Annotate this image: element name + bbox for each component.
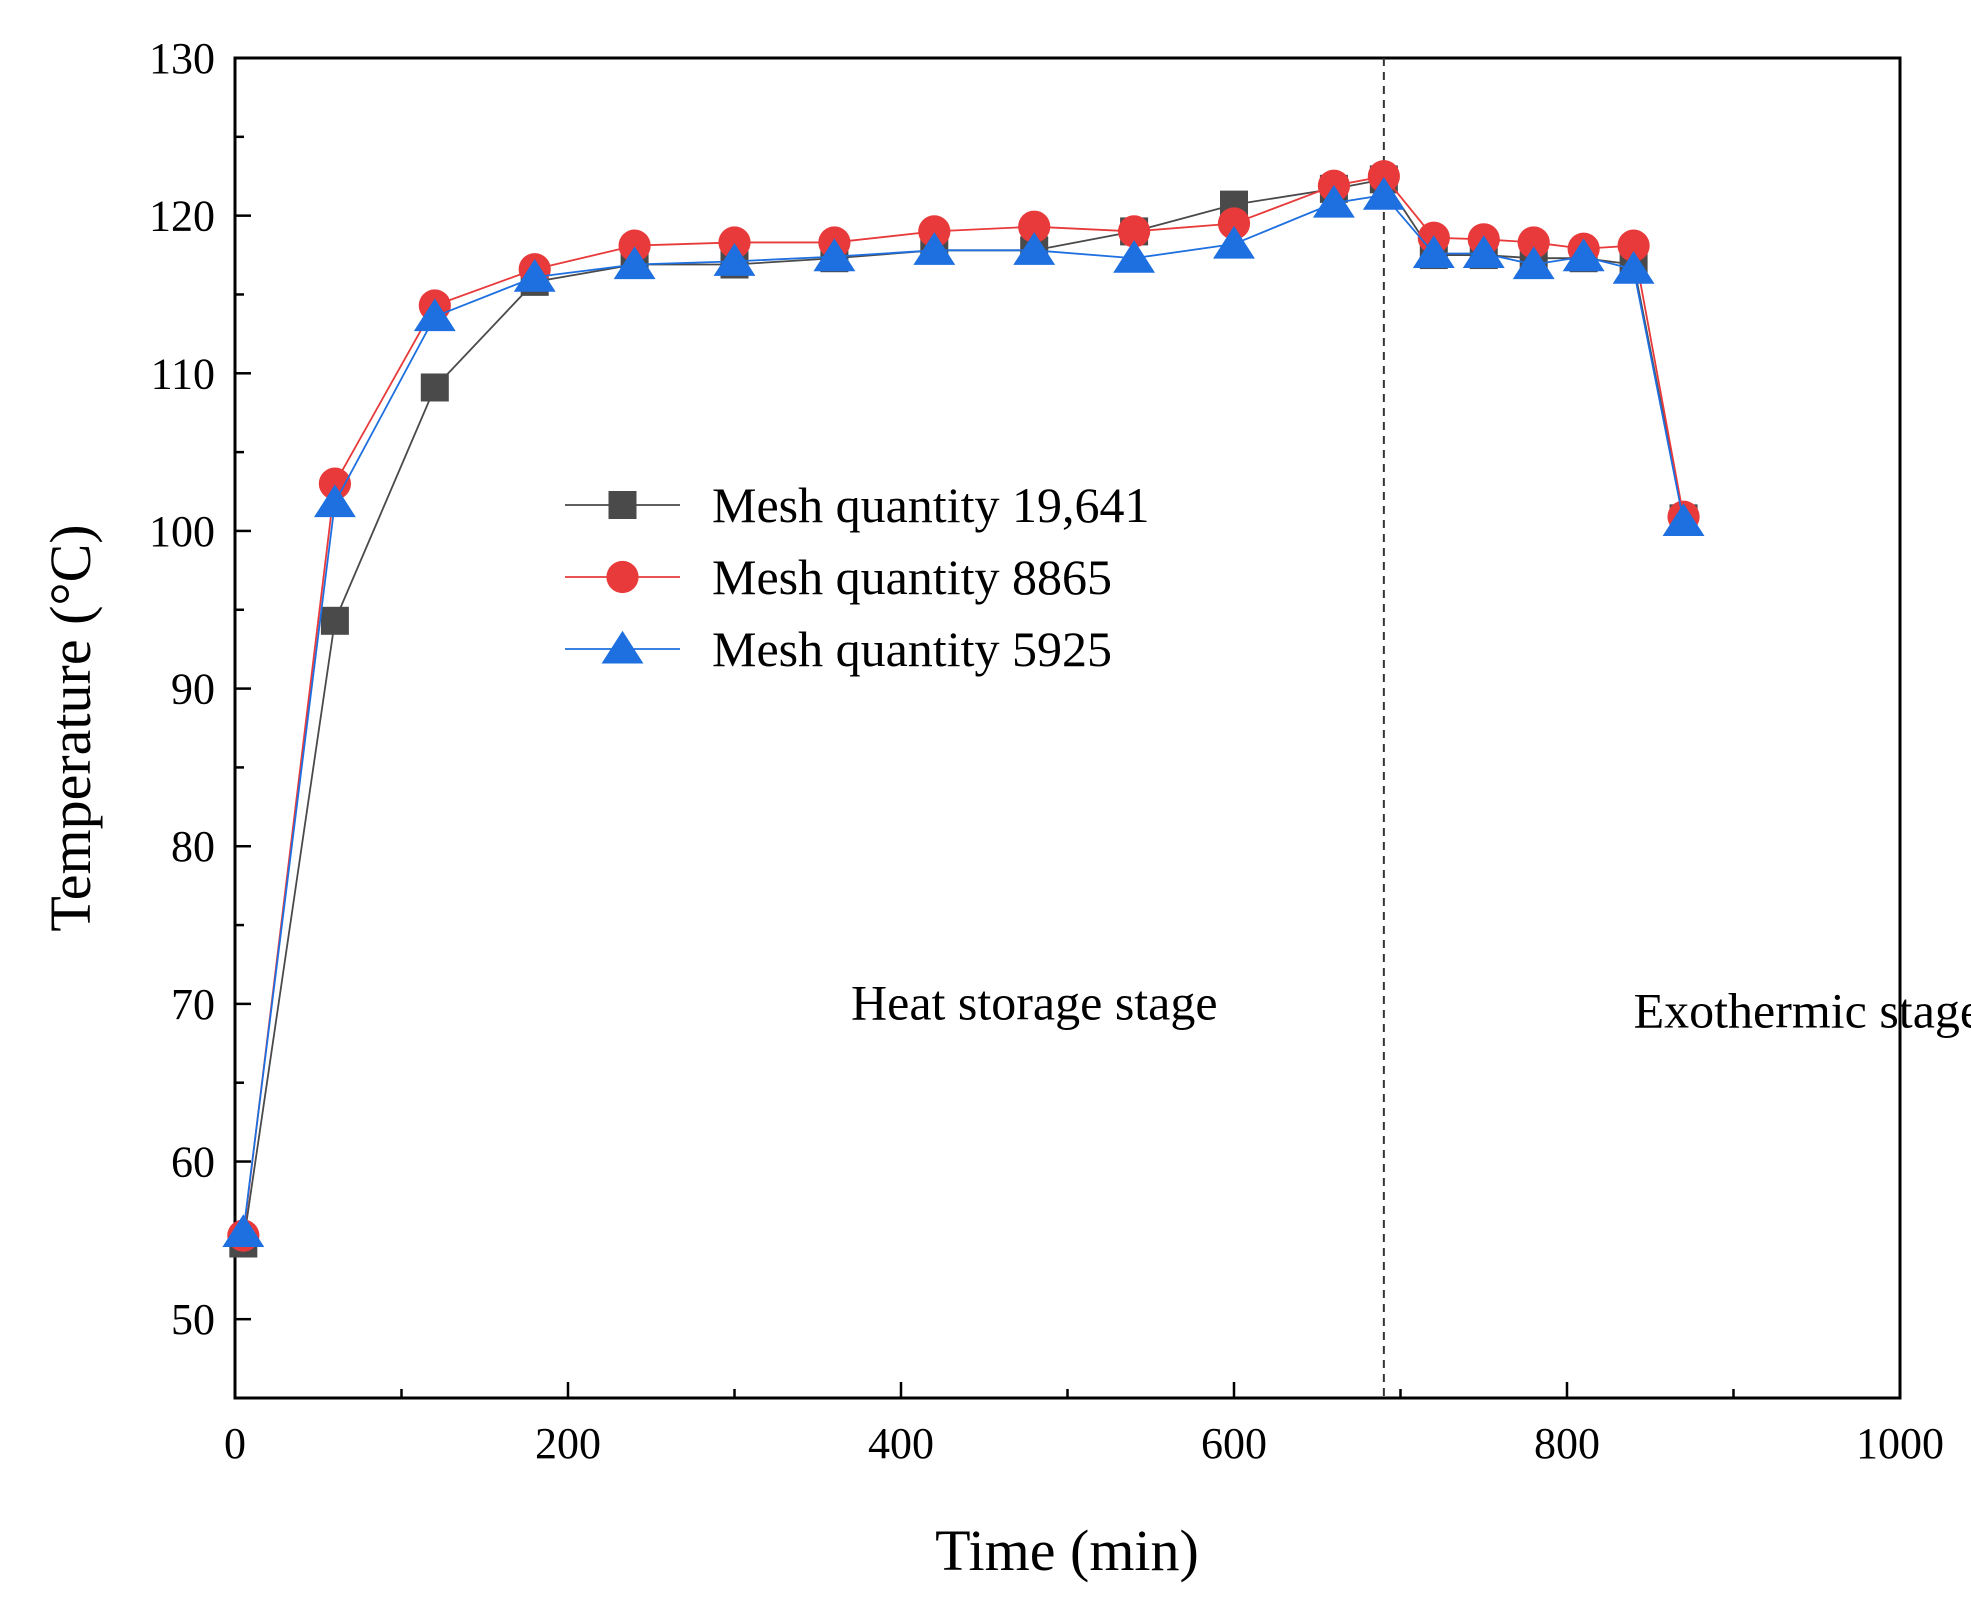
y-axis-title: Temperature (°C) [38, 524, 103, 931]
y-axis: 50 60 70 80 90 100 110 120 130 [149, 34, 251, 1344]
data-point-square [608, 491, 637, 519]
legend-label: Mesh quantity 5925 [712, 621, 1112, 677]
x-tick-label: 400 [868, 1419, 934, 1468]
data-point-circle [718, 226, 751, 259]
annotation-exothermic-stage: Exothermic stage [1634, 983, 1971, 1039]
data-point-triangle [1412, 235, 1455, 269]
x-tick-label: 800 [1534, 1419, 1600, 1468]
data-point-circle [1118, 215, 1151, 248]
data-point-triangle [1213, 225, 1255, 259]
data-point-triangle [1662, 503, 1705, 537]
legend: Mesh quantity 19,641 Mesh quantity 8865 Me… [565, 477, 1149, 677]
data-point-circle [606, 560, 639, 594]
plot-frame [233, 56, 1902, 1400]
y-tick-label: 90 [171, 665, 215, 714]
y-tick-label: 70 [171, 980, 215, 1029]
data-point-square [320, 606, 349, 635]
data-point-circle [918, 215, 951, 248]
y-tick-label: 80 [171, 822, 215, 871]
series-line [242, 178, 1685, 1244]
annotation-heat-storage-stage: Heat storage stage [851, 975, 1218, 1031]
data-point-triangle [1462, 235, 1505, 269]
data-point-circle [318, 467, 351, 500]
data-point-circle [1517, 226, 1550, 259]
x-tick-label: 200 [535, 1419, 601, 1468]
data-point-triangle [1312, 184, 1355, 218]
x-axis-title: Time (min) [935, 1518, 1199, 1583]
y-tick-label: 130 [149, 34, 215, 83]
x-tick-label: 0 [224, 1419, 246, 1468]
data-point-circle [618, 229, 651, 262]
data-point-triangle [1013, 232, 1056, 265]
data-point-triangle [1562, 238, 1605, 272]
data-point-triangle [413, 298, 456, 332]
y-tick-label: 60 [171, 1138, 215, 1187]
y-tick-label: 120 [149, 192, 215, 241]
x-tick-label: 600 [1201, 1419, 1267, 1468]
data-point-circle [1367, 160, 1400, 193]
y-tick-label: 110 [151, 349, 215, 398]
data-point-triangle [1612, 251, 1655, 284]
series [222, 176, 1705, 1248]
data-point-triangle [813, 238, 856, 272]
y-tick-label: 100 [149, 507, 215, 556]
data-point-triangle [601, 630, 644, 664]
y-tick-label: 50 [171, 1295, 215, 1344]
data-point-triangle [913, 232, 956, 265]
data-point-triangle [613, 246, 656, 280]
legend-label: Mesh quantity 8865 [712, 549, 1112, 605]
x-tick-label: 1000 [1856, 1419, 1944, 1468]
legend-label: Mesh quantity 19,641 [712, 477, 1149, 533]
series-line [242, 175, 1685, 1236]
data-point-triangle [313, 484, 356, 518]
data-point-circle [1617, 229, 1650, 262]
data-point-triangle [513, 258, 556, 292]
series-line [242, 194, 1685, 1233]
series-group [222, 160, 1705, 1258]
data-point-triangle [1512, 246, 1555, 280]
data-point-triangle [713, 243, 756, 276]
data-point-triangle [1362, 176, 1405, 210]
data-point-triangle [1113, 240, 1156, 273]
x-axis: 0 200 400 600 800 1000 [224, 1382, 1944, 1468]
data-point-triangle [222, 1214, 265, 1248]
data-point-square [420, 373, 449, 402]
data-point-circle [1217, 207, 1251, 240]
data-point-circle [1018, 210, 1051, 243]
